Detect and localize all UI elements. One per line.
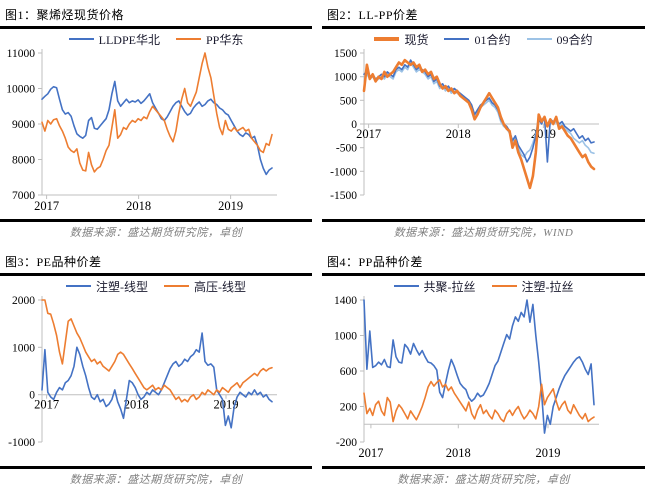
y-tick-label: 600 [340, 366, 358, 378]
figure-title: 图4：PP品种价差 [327, 255, 423, 269]
bottom-divider [0, 466, 312, 469]
figure-title: 图2：LL-PP价差 [327, 8, 419, 22]
x-tick-label: 2019 [218, 199, 243, 213]
bottom-divider [322, 219, 645, 222]
series-line [41, 80, 273, 176]
y-tick-label: 0 [351, 119, 357, 131]
y-tick-label: 7000 [12, 190, 35, 202]
figure-title: 图1：聚烯烃现货价格 [5, 8, 125, 22]
y-tick-label: 1000 [334, 331, 357, 343]
y-tick-label: 1400 [334, 295, 357, 307]
line-chart: -1000 0 1000 2000 2017 2018 2019 [8, 295, 277, 449]
y-tick-label: 9000 [12, 119, 35, 131]
data-source-note: 数据来源：盛达期货研究院，卓创 [69, 227, 243, 239]
figure-panel-4: 图4：PP品种价差 共聚-拉丝 注塑-拉丝 -200 200 600 1000 1400 2… [322, 249, 645, 487]
x-tick-label: 2017 [34, 199, 59, 213]
y-tick-label: 2000 [12, 295, 35, 307]
y-tick-label: 1500 [334, 48, 357, 60]
x-tick-label: 2018 [126, 199, 151, 213]
y-tick-label: 10000 [6, 84, 35, 96]
line-chart-area: 现货 01合约 09合约 -1500 -1000 -500 0 500 1000 1500 201… [322, 29, 645, 219]
series-line [41, 332, 273, 429]
y-tick-label: -1500 [330, 190, 357, 202]
y-tick-label: 8000 [12, 155, 35, 167]
line-chart-area: 注塑-线型 高压-线型 -1000 0 1000 2000 2017 2018 2019 [0, 276, 312, 466]
line-chart: 7000 8000 9000 10000 11000 2017 2018 2019 [6, 48, 277, 213]
x-tick-label: 2018 [446, 446, 471, 460]
data-source-note: 数据来源：盛达期货研究院，卓创 [397, 474, 570, 486]
y-tick-label: 0 [29, 390, 35, 402]
series-line [41, 299, 273, 403]
title-divider [0, 26, 312, 29]
data-source-note: 数据来源：盛达期货研究院，卓创 [69, 474, 243, 486]
x-tick-label: 2017 [358, 446, 383, 460]
figure-title: 图3：PE品种价差 [5, 255, 102, 269]
series-line [362, 58, 596, 190]
x-tick-label: 2018 [124, 398, 149, 412]
x-tick-label: 2017 [34, 398, 59, 412]
data-source-note: 数据来源：盛达期货研究院，WIND [393, 227, 574, 239]
series-line [363, 379, 595, 423]
x-tick-label: 2018 [446, 127, 471, 141]
line-chart-area: LLDPE华北 PP华东 7000 8000 9000 10000 11000 2017 20… [0, 29, 312, 219]
series-line [363, 299, 595, 434]
y-tick-label: 1000 [12, 342, 35, 354]
bottom-divider [322, 466, 645, 469]
series-line [41, 52, 273, 173]
y-tick-label: 500 [340, 95, 358, 107]
y-tick-label: -200 [336, 437, 357, 449]
figure-panel-2: 图2：LL-PP价差 现货 01合约 09合约 -1500 -1000 -500 0 500… [322, 2, 645, 240]
x-tick-label: 2019 [214, 398, 239, 412]
line-chart: -200 200 600 1000 1400 2017 2018 2019 [334, 295, 599, 460]
line-chart-area: 共聚-拉丝 注塑-拉丝 -200 200 600 1000 1400 2017 2018 201… [322, 276, 645, 466]
figure-panel-3: 图3：PE品种价差 注塑-线型 高压-线型 -1000 0 1000 2000 2017 2… [0, 249, 312, 487]
title-divider [322, 26, 645, 29]
title-divider [0, 273, 312, 276]
title-divider [322, 273, 645, 276]
y-tick-label: -1000 [330, 166, 357, 178]
y-tick-label: -500 [336, 143, 357, 155]
bottom-divider [0, 219, 312, 222]
x-tick-label: 2019 [536, 446, 561, 460]
x-tick-label: 2017 [356, 127, 381, 141]
y-tick-label: 200 [340, 402, 358, 414]
y-tick-label: -1000 [8, 437, 35, 449]
y-tick-label: 11000 [7, 48, 36, 60]
y-tick-label: 1000 [334, 72, 357, 84]
figure-panel-1: 图1：聚烯烃现货价格 LLDPE华北 PP华东 7000 8000 9000 10000… [0, 2, 312, 240]
